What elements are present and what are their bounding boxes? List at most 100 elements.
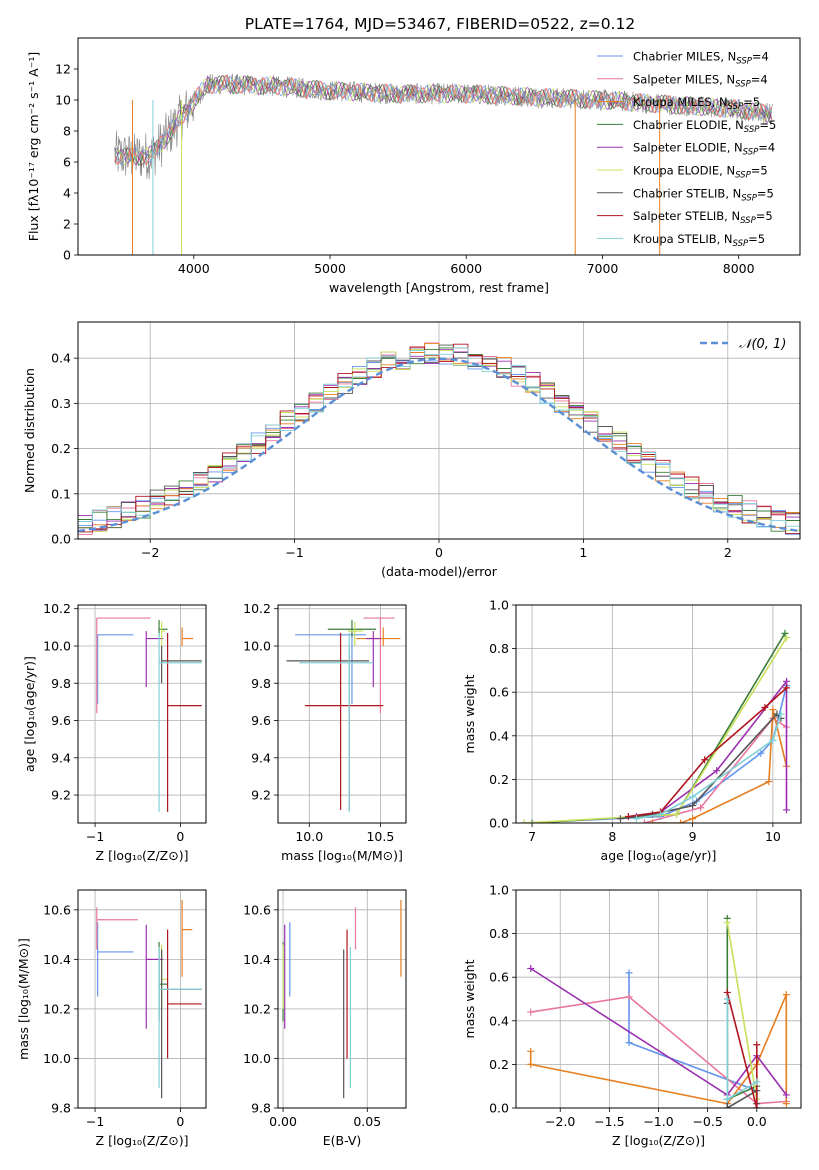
weight-marker xyxy=(769,706,777,714)
weight-marker xyxy=(689,815,697,823)
weight-line xyxy=(726,992,758,1108)
legend-label: Chabrier ELODIE, NSSP=5 xyxy=(633,118,776,135)
x-axis-label: age [log₁₀(age/yr)] xyxy=(601,848,717,863)
weight-line xyxy=(530,967,787,1096)
legend-label: Kroupa STELIB, NSSP=5 xyxy=(633,232,765,249)
weight-marker xyxy=(781,629,789,637)
y-tick-label: 1.0 xyxy=(489,598,509,613)
model-spectrum xyxy=(114,75,773,165)
x-tick-label: 7000 xyxy=(587,261,619,276)
x-tick-label: 5000 xyxy=(314,261,346,276)
x-tick-label: 7 xyxy=(528,829,536,844)
legend-nssp: =5 xyxy=(759,118,776,132)
legend-model-name: Chabrier MILES, N xyxy=(633,50,736,64)
spectrum-panel: 4000 5000 6000 7000 8000 0 2 4 6 8 10 12 wavelength … xyxy=(26,37,801,295)
y-tick-label: 0.1 xyxy=(51,486,71,501)
x-tick-label: 10 xyxy=(765,829,781,844)
y-tick-label: 0.0 xyxy=(51,532,71,547)
error-bars xyxy=(286,617,401,812)
x-tick-label: −1 xyxy=(86,829,104,844)
y-tick-label: 9.8 xyxy=(51,676,71,691)
legend-nssp: =5 xyxy=(751,164,768,178)
legend-nssp: =5 xyxy=(748,232,765,246)
error-bars xyxy=(96,899,202,1099)
y-tick-label: 0.2 xyxy=(489,1057,509,1072)
x-tick-label: −0.5 xyxy=(692,1114,722,1129)
weight-marker xyxy=(673,810,681,818)
x-tick-label: 10.5 xyxy=(366,829,394,844)
plot-frame xyxy=(515,604,802,824)
x-tick-label: −1.0 xyxy=(643,1114,673,1129)
error-bars xyxy=(282,899,402,1099)
y-tick-label: 12 xyxy=(55,62,71,77)
weight-line xyxy=(523,637,788,823)
y-axis-label: mass weight xyxy=(462,674,477,753)
y-tick-label: 10.4 xyxy=(243,952,271,967)
y-tick-label: 10.2 xyxy=(243,601,271,616)
plot-frame xyxy=(277,604,407,824)
x-tick-label: −1.5 xyxy=(594,1114,624,1129)
y-axis-label: Normed distribution xyxy=(22,368,37,493)
weight-marker xyxy=(723,1104,731,1108)
x-tick-label: 0.00 xyxy=(269,1114,297,1129)
y-tick-label: 10.0 xyxy=(243,638,271,653)
weight-marker xyxy=(624,812,632,820)
weight-marker xyxy=(616,815,624,823)
weight-marker xyxy=(783,806,791,814)
error-bars xyxy=(96,617,202,812)
y-tick-label: 0.8 xyxy=(489,926,509,941)
y-tick-label: 10.6 xyxy=(43,902,71,917)
plot-frame xyxy=(277,889,407,1109)
y-tick-label: 0.0 xyxy=(489,816,509,831)
legend-nssp: =5 xyxy=(756,209,773,223)
y-tick-label: 0.4 xyxy=(489,1013,509,1028)
weight-marker xyxy=(689,802,697,810)
weight-marker xyxy=(753,1078,761,1086)
figure-title: PLATE=1764, MJD=53467, FIBERID=0522, z=0… xyxy=(245,15,635,33)
weight-marker xyxy=(677,819,685,823)
weight-line xyxy=(620,712,782,820)
weight-line xyxy=(726,922,758,1100)
y-tick-label: 6 xyxy=(63,155,71,170)
weight-line xyxy=(636,713,782,820)
x-axis-label: E(B-V) xyxy=(323,1133,362,1148)
x-tick-label: 0 xyxy=(176,829,184,844)
y-tick-label: 10.6 xyxy=(243,902,271,917)
legend-label: 𝒩(0, 1) xyxy=(739,337,786,352)
x-axis-label: mass [log₁₀(M/M⊙)] xyxy=(281,848,403,863)
y-tick-label: 9.6 xyxy=(51,713,71,728)
x-tick-label: 2 xyxy=(724,545,732,560)
weight-marker xyxy=(520,819,528,823)
y-tick-label: 9.8 xyxy=(251,1101,271,1116)
weight-marker xyxy=(632,815,640,823)
weight-line xyxy=(532,632,786,823)
weight-lines xyxy=(527,914,790,1108)
legend-label: Kroupa ELODIE, NSSP=5 xyxy=(633,164,768,181)
y-tick-label: 9.8 xyxy=(51,1101,71,1116)
x-tick-label: 4000 xyxy=(178,261,210,276)
weight-marker xyxy=(527,1060,535,1068)
x-tick-label: −2.0 xyxy=(545,1114,575,1129)
legend-nssp: =4 xyxy=(758,141,775,155)
legend-model-name: Salpeter STELIB, N xyxy=(633,209,740,223)
massweight-vs-age-panel: 7 8 9 10 0.0 0.2 0.4 0.6 0.8 1.0 age [log₁₀(age/yr… xyxy=(462,598,802,863)
weight-marker xyxy=(753,1041,761,1049)
residuals-panel: −2 −1 0 1 2 0.0 0.1 0.2 0.3 0.4 (data-model)/error… xyxy=(22,321,801,579)
weight-marker xyxy=(625,1039,633,1047)
y-tick-label: 10.4 xyxy=(43,952,71,967)
x-axis-label: Z [log₁₀(Z/Z⊙)] xyxy=(96,848,189,863)
legend-nssp: =4 xyxy=(752,50,769,64)
legend-label: Salpeter MILES, NSSP=4 xyxy=(633,72,768,89)
weight-line xyxy=(644,717,787,823)
weight-marker xyxy=(765,778,773,786)
y-tick-label: 10.2 xyxy=(243,1001,271,1016)
weight-marker xyxy=(723,988,731,996)
x-tick-label: 6000 xyxy=(450,261,482,276)
normal-reference-curve xyxy=(78,357,800,533)
weight-marker xyxy=(777,710,785,718)
weight-lines xyxy=(520,629,791,823)
y-tick-label: 9.4 xyxy=(251,750,271,765)
y-axis-label: mass [log₁₀(M/M⊙)] xyxy=(16,938,31,1060)
legend-model-name: Kroupa ELODIE, N xyxy=(633,164,735,178)
